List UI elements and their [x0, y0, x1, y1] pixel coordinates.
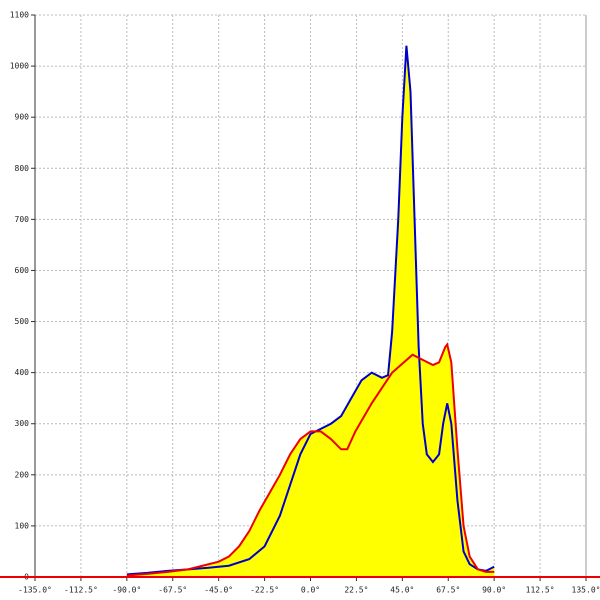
y-tick-label: 1100 [10, 11, 29, 20]
y-tick-label: 400 [15, 368, 30, 377]
x-tick-label: -90.0° [112, 586, 141, 595]
y-tick-label: 800 [15, 164, 30, 173]
y-tick-label: 700 [15, 215, 30, 224]
y-tick-label: 600 [15, 266, 30, 275]
x-tick-label: 90.0° [482, 586, 506, 595]
x-tick-label: -112.5° [64, 586, 98, 595]
x-tick-label: 22.5° [344, 586, 368, 595]
x-tick-label: 67.5° [436, 586, 460, 595]
x-tick-label: 112.5° [526, 586, 555, 595]
y-tick-label: 900 [15, 113, 30, 122]
y-tick-label: 300 [15, 419, 30, 428]
series-line [126, 342, 495, 577]
y-tick-label: 100 [15, 521, 30, 530]
x-tick-label: -45.0° [204, 586, 233, 595]
x-tick-label: -22.5° [250, 586, 279, 595]
x-tick-label: -135.0° [18, 586, 52, 595]
x-tick-label: 45.0° [390, 586, 414, 595]
x-tick-label: -67.5° [158, 586, 187, 595]
series-line [126, 45, 495, 576]
y-tick-label: 200 [15, 470, 30, 479]
x-tick-label: 0.0° [301, 586, 320, 595]
area-fill [126, 344, 495, 577]
x-tick-label: 135.0° [572, 586, 600, 595]
y-tick-label: 500 [15, 317, 30, 326]
y-tick-label: 1000 [10, 62, 29, 71]
